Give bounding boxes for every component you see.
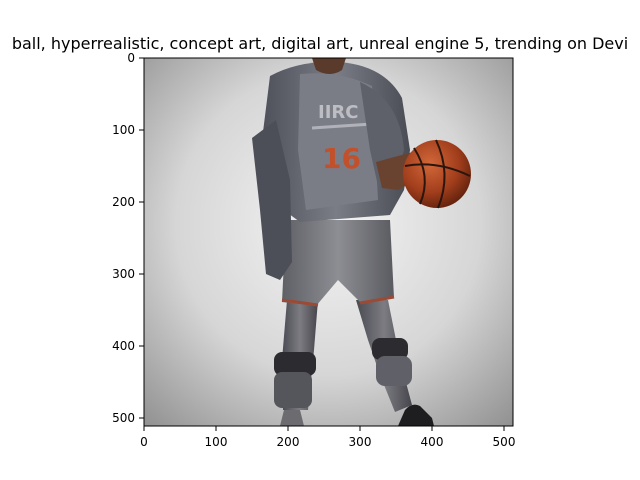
right-knee-pad	[372, 338, 408, 360]
figure-title: ball, hyperrealistic, concept art, digit…	[12, 34, 628, 53]
jersey-number: 16	[322, 142, 361, 175]
x-tick-label: 400	[421, 435, 444, 449]
left-knee-pad	[274, 352, 316, 376]
x-tick-label: 0	[140, 435, 148, 449]
x-tick-label: 100	[205, 435, 228, 449]
shorts	[282, 220, 394, 306]
y-axis: 0 100 200 300 400 500	[112, 51, 144, 425]
y-tick-label: 500	[112, 411, 135, 425]
generated-image: IIRC 16	[144, 58, 513, 426]
y-tick-label: 100	[112, 123, 135, 137]
x-tick-label: 300	[349, 435, 372, 449]
y-tick-label: 400	[112, 339, 135, 353]
y-tick-label: 0	[127, 51, 135, 65]
right-shoe	[398, 404, 434, 426]
head	[312, 58, 346, 74]
y-tick-label: 300	[112, 267, 135, 281]
x-tick-label: 200	[277, 435, 300, 449]
x-tick-label: 500	[493, 435, 516, 449]
basketball	[403, 140, 471, 208]
y-tick-label: 200	[112, 195, 135, 209]
jersey	[298, 73, 378, 210]
svg-text:IIRC: IIRC	[318, 102, 358, 123]
x-axis: 0 100 200 300 400 500	[140, 426, 515, 449]
axes-frame	[143, 57, 514, 427]
